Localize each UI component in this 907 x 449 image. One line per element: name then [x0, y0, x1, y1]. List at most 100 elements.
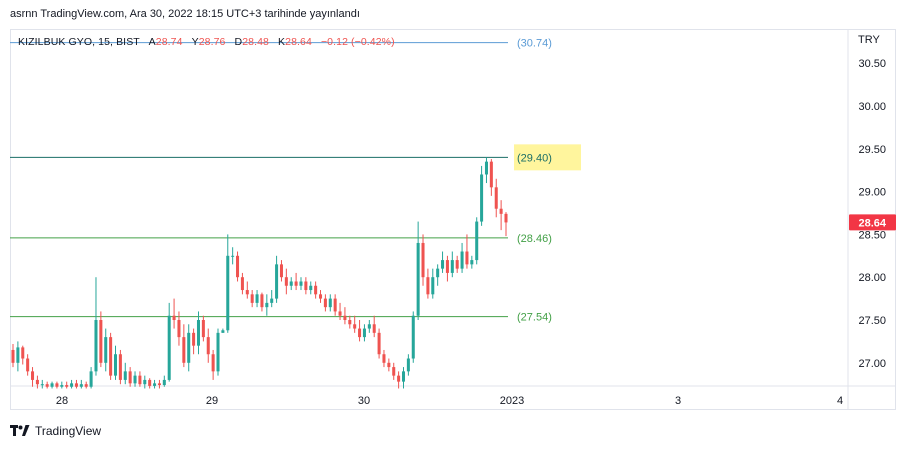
candle-body[interactable]: [372, 324, 376, 333]
candle-body[interactable]: [226, 255, 230, 331]
candle-body[interactable]: [79, 384, 83, 387]
candle-body[interactable]: [504, 213, 508, 223]
candle-body[interactable]: [153, 383, 157, 386]
candle-body[interactable]: [26, 358, 30, 372]
candle-body[interactable]: [133, 375, 137, 384]
candle-body[interactable]: [31, 371, 35, 380]
footer-brand[interactable]: TradingView: [10, 424, 101, 438]
candle-body[interactable]: [236, 255, 240, 278]
candle-body[interactable]: [143, 379, 147, 385]
candle-body[interactable]: [74, 383, 78, 387]
candle-body[interactable]: [470, 260, 474, 265]
candle-body[interactable]: [84, 384, 88, 387]
candle-body[interactable]: [260, 294, 264, 308]
candle-body[interactable]: [138, 375, 142, 385]
candle-body[interactable]: [323, 298, 327, 308]
candle-body[interactable]: [255, 294, 259, 303]
candle-body[interactable]: [35, 379, 39, 385]
candle-body[interactable]: [484, 161, 488, 175]
candle-body[interactable]: [60, 385, 64, 387]
candle-body[interactable]: [348, 320, 352, 325]
candle-body[interactable]: [94, 320, 98, 372]
candle-body[interactable]: [104, 337, 108, 363]
candle-body[interactable]: [411, 315, 415, 359]
candle-body[interactable]: [338, 311, 342, 316]
candle-body[interactable]: [284, 277, 288, 286]
candle-body[interactable]: [192, 332, 196, 346]
candle-body[interactable]: [426, 277, 430, 295]
candle-body[interactable]: [441, 260, 445, 269]
candle-body[interactable]: [499, 208, 503, 214]
candle-body[interactable]: [489, 161, 493, 188]
candle-body[interactable]: [50, 383, 54, 387]
candle-body[interactable]: [309, 285, 313, 291]
candle-body[interactable]: [240, 277, 244, 291]
candle-body[interactable]: [16, 347, 20, 363]
candle-body[interactable]: [445, 260, 449, 273]
candle-body[interactable]: [392, 367, 396, 376]
candle-body[interactable]: [304, 281, 308, 291]
candle-body[interactable]: [382, 354, 386, 363]
candle-body[interactable]: [362, 328, 366, 338]
candle-body[interactable]: [187, 332, 191, 363]
candle-body[interactable]: [397, 375, 401, 382]
candle-body[interactable]: [70, 383, 74, 387]
candle-body[interactable]: [319, 294, 323, 299]
candle-body[interactable]: [406, 358, 410, 372]
candle-body[interactable]: [455, 260, 459, 269]
candle-body[interactable]: [99, 320, 103, 363]
candle-body[interactable]: [450, 260, 454, 273]
candle-body[interactable]: [421, 242, 425, 278]
candle-body[interactable]: [21, 347, 25, 359]
candle-body[interactable]: [275, 264, 279, 299]
candle-body[interactable]: [182, 337, 186, 363]
candle-body[interactable]: [299, 281, 303, 286]
candle-body[interactable]: [211, 354, 215, 372]
candle-body[interactable]: [353, 324, 357, 329]
candle-body[interactable]: [377, 332, 381, 355]
candle-body[interactable]: [265, 302, 269, 308]
candle-body[interactable]: [45, 384, 49, 387]
candle-body[interactable]: [294, 281, 298, 286]
candle-body[interactable]: [11, 349, 15, 363]
candle-body[interactable]: [416, 242, 420, 316]
candle-body[interactable]: [358, 328, 362, 338]
candle-body[interactable]: [123, 371, 127, 380]
candle-body[interactable]: [206, 337, 210, 355]
candle-body[interactable]: [401, 371, 406, 382]
candle-body[interactable]: [289, 281, 293, 286]
candle-body[interactable]: [475, 221, 479, 261]
candle-body[interactable]: [245, 290, 249, 295]
candle-body[interactable]: [128, 371, 132, 384]
candle-body[interactable]: [89, 371, 93, 387]
candle-body[interactable]: [465, 251, 469, 265]
candle-body[interactable]: [480, 174, 484, 222]
candle-body[interactable]: [118, 354, 122, 380]
candle-body[interactable]: [55, 383, 59, 387]
candle-body[interactable]: [148, 379, 152, 386]
candle-body[interactable]: [172, 315, 176, 320]
candle-body[interactable]: [162, 379, 166, 386]
candle-body[interactable]: [231, 255, 235, 257]
candle-body[interactable]: [279, 264, 283, 278]
candle-body[interactable]: [65, 385, 69, 387]
candle-body[interactable]: [250, 294, 254, 303]
candle-body[interactable]: [367, 324, 371, 329]
candle-body[interactable]: [167, 315, 171, 380]
candle-body[interactable]: [431, 277, 435, 295]
candle-body[interactable]: [109, 337, 113, 376]
candle-body[interactable]: [494, 187, 498, 209]
candle-body[interactable]: [333, 298, 337, 312]
candle-body[interactable]: [270, 298, 274, 303]
candle-body[interactable]: [177, 320, 181, 338]
candle-body[interactable]: [343, 315, 347, 320]
candle-body[interactable]: [113, 354, 118, 376]
candle-body[interactable]: [387, 362, 391, 368]
candle-body[interactable]: [436, 268, 440, 278]
candle-body[interactable]: [196, 320, 200, 346]
candle-body[interactable]: [328, 298, 332, 308]
candle-body[interactable]: [314, 285, 318, 295]
candle-body[interactable]: [460, 251, 464, 269]
candle-body[interactable]: [201, 320, 205, 338]
